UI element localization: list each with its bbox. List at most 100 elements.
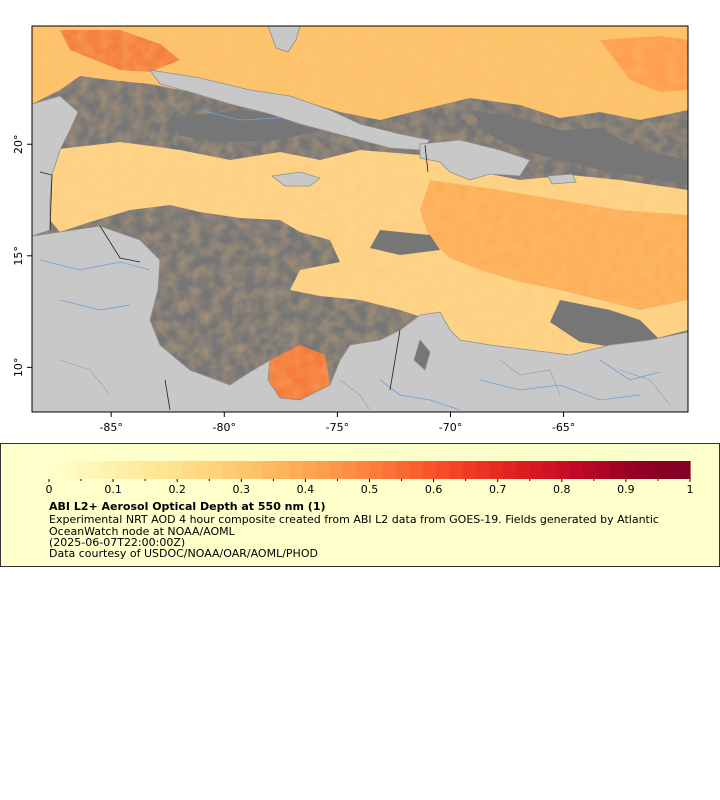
colorbar-swatch (462, 461, 477, 479)
borders (39, 144, 429, 411)
colorbar-swatch (182, 461, 197, 479)
border-3 (389, 329, 401, 391)
river-2 (59, 299, 131, 311)
colorbar-swatch (62, 461, 77, 479)
colorbar-tick-label: 0.5 (361, 483, 379, 496)
land-yucatan (32, 95, 79, 237)
colorbar-swatch (556, 461, 571, 479)
aod-map: -85° -80° -75° -70° -65° 10° 15° 20° (12, 25, 689, 434)
colorbar-swatch (649, 461, 664, 479)
colorbar-swatch (382, 461, 397, 479)
land-puerto-rico (547, 173, 577, 185)
colorbar-swatch (316, 461, 331, 479)
admin-line-4 (339, 379, 371, 411)
border-1 (39, 171, 53, 231)
colorbar-swatch (102, 461, 117, 479)
colorbar-swatch (596, 461, 611, 479)
colorbar-swatch (529, 461, 544, 479)
x-tick-label: -70° (439, 421, 462, 434)
colorbar-swatch (276, 461, 290, 479)
admin-lines (59, 359, 671, 411)
land-florida-tip (267, 26, 301, 53)
colorbar-swatch (129, 461, 144, 479)
colorbar-swatch (409, 461, 424, 479)
legend-credit: Data courtesy of USDOC/NOAA/OAR/AOML/PHO… (49, 547, 318, 560)
colorbar-swatch (396, 461, 411, 479)
colorbar-swatch (516, 461, 531, 479)
rivers (39, 109, 661, 411)
colorbar-swatch (329, 461, 344, 479)
x-tick-label: -85° (99, 421, 122, 434)
land-hispaniola (419, 139, 531, 181)
colorbar-swatch (75, 461, 90, 479)
colorbar-swatch (235, 461, 250, 479)
colorbar-swatch (663, 461, 678, 479)
land-jamaica (271, 171, 321, 187)
colorbar-swatch (609, 461, 624, 479)
legend-title: ABI L2+ Aerosol Optical Depth at 550 nm … (49, 500, 326, 513)
x-tick-label: -75° (326, 421, 349, 434)
land-cuba (149, 69, 431, 151)
colorbar-swatch (89, 461, 104, 479)
land-masses (32, 26, 688, 412)
admin-line-2 (499, 359, 561, 396)
colorbar-swatch (623, 461, 638, 479)
colorbar-swatch (436, 461, 451, 479)
no-data-gap-4 (370, 230, 440, 255)
colorbar-swatch (676, 461, 691, 479)
river-4 (379, 379, 461, 411)
colorbar-swatches (49, 461, 691, 479)
river-1 (39, 259, 151, 271)
legend-panel: 0 0.1 0.2 0.3 0.4 0.5 0.6 0.7 0.8 0.9 1 ABI L2+ Ae… (0, 443, 720, 567)
colorbar-swatch (489, 461, 504, 479)
admin-line-3 (619, 369, 671, 406)
border-4 (424, 144, 429, 173)
colorbar-tick-label: 0.1 (104, 483, 122, 496)
river-6 (599, 359, 661, 381)
river-3 (479, 379, 641, 401)
y-tick-label: 15° (12, 246, 25, 266)
colorbar-tick-label: 0.3 (233, 483, 251, 496)
colorbar-tick-label: 0.8 (553, 483, 571, 496)
colorbar-tick-label: 0.4 (297, 483, 315, 496)
land-venezuela-coast-lake (413, 339, 431, 371)
colorbar-swatch (543, 461, 558, 479)
no-data-gap-2 (470, 110, 688, 185)
colorbar-swatch (209, 461, 224, 479)
colorbar-swatch (115, 461, 130, 479)
colorbar-swatch (302, 461, 317, 479)
admin-line-1 (59, 359, 111, 396)
colorbar-tick-label: 0.9 (617, 483, 635, 496)
y-tick-label: 10° (12, 358, 25, 378)
colorbar-swatch (262, 461, 277, 479)
colorbar-tick-label: 1 (687, 483, 694, 496)
colorbar-swatch (356, 461, 371, 479)
legend-timestamp: (2025-06-07T22:00:00Z) (49, 536, 186, 549)
colorbar-tick-label: 0.7 (489, 483, 507, 496)
river-5 (199, 109, 281, 121)
colorbar-swatch (583, 461, 598, 479)
colorbar-swatch (222, 461, 237, 479)
colorbar-swatch (569, 461, 584, 479)
colorbar-swatch (289, 461, 304, 479)
colorbar: 0 0.1 0.2 0.3 0.4 0.5 0.6 0.7 0.8 0.9 1 (46, 461, 694, 496)
colorbar-swatch (449, 461, 464, 479)
land-central-america (32, 225, 688, 412)
map-axes: -85° -80° -75° -70° -65° 10° 15° 20° (12, 135, 575, 434)
colorbar-ticks: 0 0.1 0.2 0.3 0.4 0.5 0.6 0.7 0.8 0.9 1 (46, 479, 694, 496)
y-tick-label: 20° (12, 135, 25, 155)
colorbar-swatch (342, 461, 357, 479)
colorbar-swatch (49, 461, 63, 479)
border-2 (99, 225, 141, 263)
colorbar-tick-label: 0 (46, 483, 53, 496)
border-5 (164, 379, 171, 411)
no-data-gap-3 (550, 300, 660, 348)
x-tick-label: -65° (552, 421, 575, 434)
colorbar-tick-label: 0.2 (168, 483, 186, 496)
colorbar-swatch (142, 461, 157, 479)
x-tick-label: -80° (213, 421, 236, 434)
colorbar-swatch (476, 461, 491, 479)
colorbar-swatch (169, 461, 184, 479)
colorbar-swatch (195, 461, 210, 479)
colorbar-swatch (503, 461, 517, 479)
